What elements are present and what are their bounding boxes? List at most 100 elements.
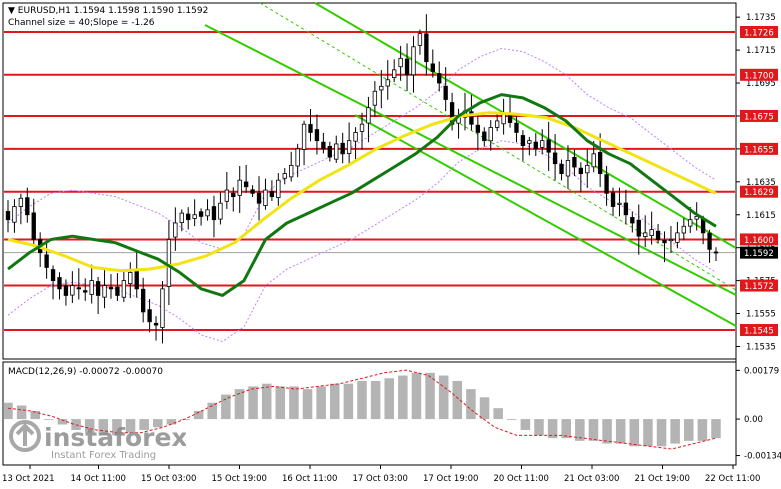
macd-hist-bar [588, 419, 599, 441]
price-tick-label: 1.1635 [746, 178, 776, 188]
candle-body [353, 132, 358, 142]
candle-body [597, 152, 603, 174]
candle-body [443, 85, 448, 100]
moving-averages [7, 93, 717, 297]
channel-lower-line [354, 114, 737, 327]
candle-body [578, 167, 584, 174]
channel-upper-line [204, 24, 737, 296]
price-tick-label: 1.1555 [746, 310, 776, 320]
ma-slow-line [7, 111, 717, 273]
candle-body [610, 192, 616, 207]
candle-body [276, 179, 281, 198]
level-label: 1.1675 [744, 112, 774, 122]
level-label-box [740, 68, 778, 81]
price-tick-label: 1.1535 [746, 342, 776, 352]
candle-body [572, 156, 577, 168]
macd-hist-bar [643, 419, 653, 447]
time-tick-label: 16 Oct 11:00 [282, 474, 337, 484]
macd-hist-bar [615, 419, 626, 444]
candle-body [95, 281, 101, 296]
candle-body [514, 122, 519, 133]
candle-body [546, 139, 551, 153]
level-label-box [740, 109, 778, 122]
time-tick-label: 21 Oct 03:00 [564, 474, 619, 484]
time-tick-label: 15 Oct 03:00 [141, 474, 196, 484]
candle-body [668, 239, 674, 242]
macd-hist-bar [561, 419, 571, 439]
candle-body [424, 33, 429, 63]
time-tick-label: 15 Oct 19:00 [212, 474, 267, 484]
candle-body [198, 211, 204, 217]
time-tick-label: 22 Oct 11:00 [705, 474, 760, 484]
candle-body [102, 285, 107, 298]
candle-body [700, 218, 706, 234]
time-tick-label: 13 Oct 2021 [2, 474, 55, 484]
macd-hist-bar [261, 383, 272, 420]
candle-body [321, 141, 326, 150]
candle-body [636, 219, 641, 237]
candle-body [392, 69, 397, 78]
candle-body [289, 164, 294, 178]
candle-body [707, 232, 712, 250]
macd-hist-bar [479, 397, 490, 420]
candle-body [263, 189, 268, 206]
macd-hist-bar [302, 389, 313, 420]
candle-body [662, 240, 667, 244]
price-tick-label: 1.1615 [746, 211, 776, 221]
candle-body [83, 290, 88, 293]
ma-fast-line [7, 93, 717, 297]
candle-body [295, 148, 300, 167]
macd-hist-bar [547, 419, 558, 439]
macd-tick-label: 0.00179 [744, 366, 779, 376]
candle-body [604, 174, 609, 194]
candle-body [540, 140, 545, 148]
symbol-header: ▼ EURUSD,H1 1.1594 1.1598 1.1590 1.1592 [8, 6, 208, 16]
time-tick-label: 20 Oct 11:00 [494, 474, 549, 484]
macd-hist-bar [684, 419, 694, 441]
macd-hist-bar [153, 419, 163, 428]
candle-body [630, 217, 635, 224]
candle-body [282, 173, 287, 179]
candle-body [12, 206, 17, 223]
macd-hist-bar [248, 386, 258, 420]
candle-body [327, 145, 332, 158]
macd-hist-bar [275, 386, 286, 420]
macd-hist-bar [452, 380, 463, 420]
candle-body [128, 271, 133, 284]
candle-body [623, 202, 629, 216]
candle-body [591, 153, 596, 168]
level-label: 1.1572 [744, 282, 774, 292]
candle-body [134, 271, 139, 290]
candle-body [147, 309, 152, 323]
candle-body [675, 232, 680, 243]
macd-hist-bar [575, 419, 585, 441]
candle-body [301, 123, 307, 150]
candle-body [179, 212, 184, 224]
macd-hist-bar [466, 389, 476, 420]
macd-hist-bar [139, 419, 149, 430]
candle-body [617, 202, 622, 205]
candle-body [411, 46, 416, 76]
candle-body [520, 135, 526, 146]
level-label: 1.1629 [744, 188, 774, 198]
candle-body [501, 113, 506, 125]
candle-body [430, 63, 435, 72]
macd-hist-bar [221, 394, 231, 420]
level-label-box [740, 142, 778, 155]
macd-tick-label: -0.00134 [744, 452, 781, 462]
channel-top-line [314, 2, 737, 249]
time-tick-label: 17 Oct 03:00 [353, 474, 408, 484]
candle-body [108, 286, 114, 290]
macd-hist-bar [330, 383, 340, 420]
candle-body [494, 120, 500, 128]
macd-hist-bar [234, 389, 245, 420]
macd-hist-bar [411, 372, 422, 420]
candle-body [643, 232, 648, 237]
level-label-box [740, 324, 778, 337]
macd-signal-line [7, 369, 717, 450]
candle-body [308, 124, 313, 133]
level-label-box [740, 233, 778, 246]
macd-hist-bar [44, 419, 54, 420]
candle-body [372, 90, 378, 106]
level-label-box [740, 185, 778, 198]
